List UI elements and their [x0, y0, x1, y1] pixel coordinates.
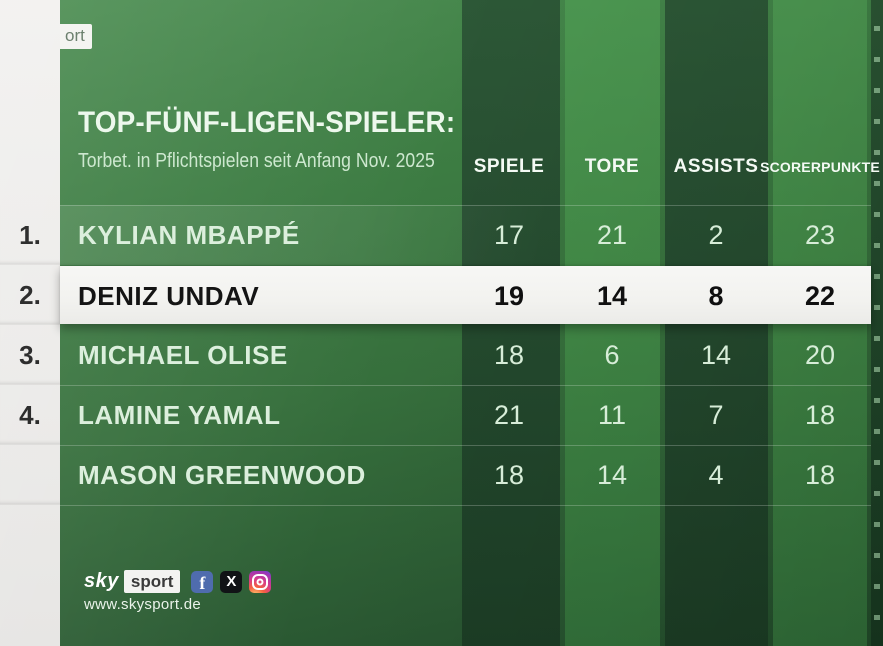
stat-tore: 14: [596, 460, 628, 490]
stat-scorerpunkte: 18: [804, 400, 836, 430]
stat-spiele: 18: [493, 460, 525, 490]
rank-label: 3.: [0, 325, 60, 385]
stat-spiele: 18: [493, 340, 525, 370]
facebook-glyph: f: [199, 573, 206, 593]
player-name: KYLIAN MBAPPÉ: [78, 220, 300, 250]
rank-strip: 1. 2. 3. 4.: [0, 0, 60, 646]
stat-assists: 4: [708, 460, 724, 490]
table-row: MICHAEL OLISE 18 6 14 20: [60, 325, 871, 385]
table-title: TOP-FÜNF-LIGEN-SPIELER:: [78, 106, 456, 139]
x-twitter-icon[interactable]: X: [220, 570, 243, 593]
x-glyph: X: [226, 573, 237, 590]
stat-spiele: 21: [493, 400, 525, 430]
stat-tore: 14: [596, 281, 628, 311]
row-separator: [60, 445, 871, 446]
watermark-text: ort: [65, 26, 85, 45]
website-url[interactable]: www.skysport.de: [84, 596, 202, 613]
sky-logo-text: sky: [84, 570, 119, 592]
rank-label: 1.: [0, 205, 60, 265]
right-edge-strip: [871, 0, 883, 646]
column-header-scorerpunkte: SCORERPUNKTE: [760, 159, 880, 175]
rank-label: [0, 445, 60, 505]
column-header-assists: ASSISTS: [673, 156, 759, 177]
stat-spiele: 17: [493, 220, 525, 250]
stat-assists: 8: [708, 281, 724, 311]
sky-sport-watermark: ort: [60, 24, 92, 49]
row-separator: [60, 205, 871, 206]
edge-dashes-decoration: [874, 0, 880, 646]
player-name: MICHAEL OLISE: [78, 340, 288, 370]
row-separator: [60, 505, 871, 506]
column-header-spiele: SPIELE: [473, 156, 545, 177]
instagram-camera-frame: [252, 573, 269, 590]
table-subtitle: Torbet. in Pflichtspielen seit Anfang No…: [78, 150, 435, 172]
stat-tore: 11: [597, 400, 627, 430]
table-row: LAMINE YAMAL 21 11 7 18: [60, 385, 871, 445]
stat-spiele: 19: [493, 281, 525, 311]
stat-scorerpunkte: 20: [804, 340, 836, 370]
table-row-highlighted: DENIZ UNDAV 19 14 8 22: [60, 266, 871, 324]
sport-logo-box: sport: [123, 570, 181, 593]
row-separator: [60, 385, 871, 386]
stat-tore: 21: [596, 220, 628, 250]
table-row: KYLIAN MBAPPÉ 17 21 2 23: [60, 205, 871, 265]
rank-label: 2.: [0, 265, 60, 325]
sky-sport-logo: sky sport f X: [84, 570, 272, 593]
stat-assists: 14: [700, 340, 732, 370]
stat-scorerpunkte: 22: [804, 281, 836, 311]
player-name: DENIZ UNDAV: [78, 281, 260, 311]
player-name: MASON GREENWOOD: [78, 460, 366, 490]
stat-tore: 6: [604, 340, 620, 370]
stat-scorerpunkte: 18: [804, 460, 836, 490]
column-header-tore: TORE: [584, 156, 640, 177]
player-name: LAMINE YAMAL: [78, 400, 281, 430]
instagram-icon[interactable]: [249, 570, 272, 593]
rank-label: 4.: [0, 385, 60, 445]
stat-scorerpunkte: 23: [804, 220, 836, 250]
stat-assists: 7: [708, 400, 724, 430]
table-row: MASON GREENWOOD 18 14 4 18: [60, 445, 871, 505]
instagram-camera-lens: [256, 578, 264, 585]
stat-assists: 2: [708, 220, 724, 250]
facebook-icon[interactable]: f: [191, 570, 214, 593]
